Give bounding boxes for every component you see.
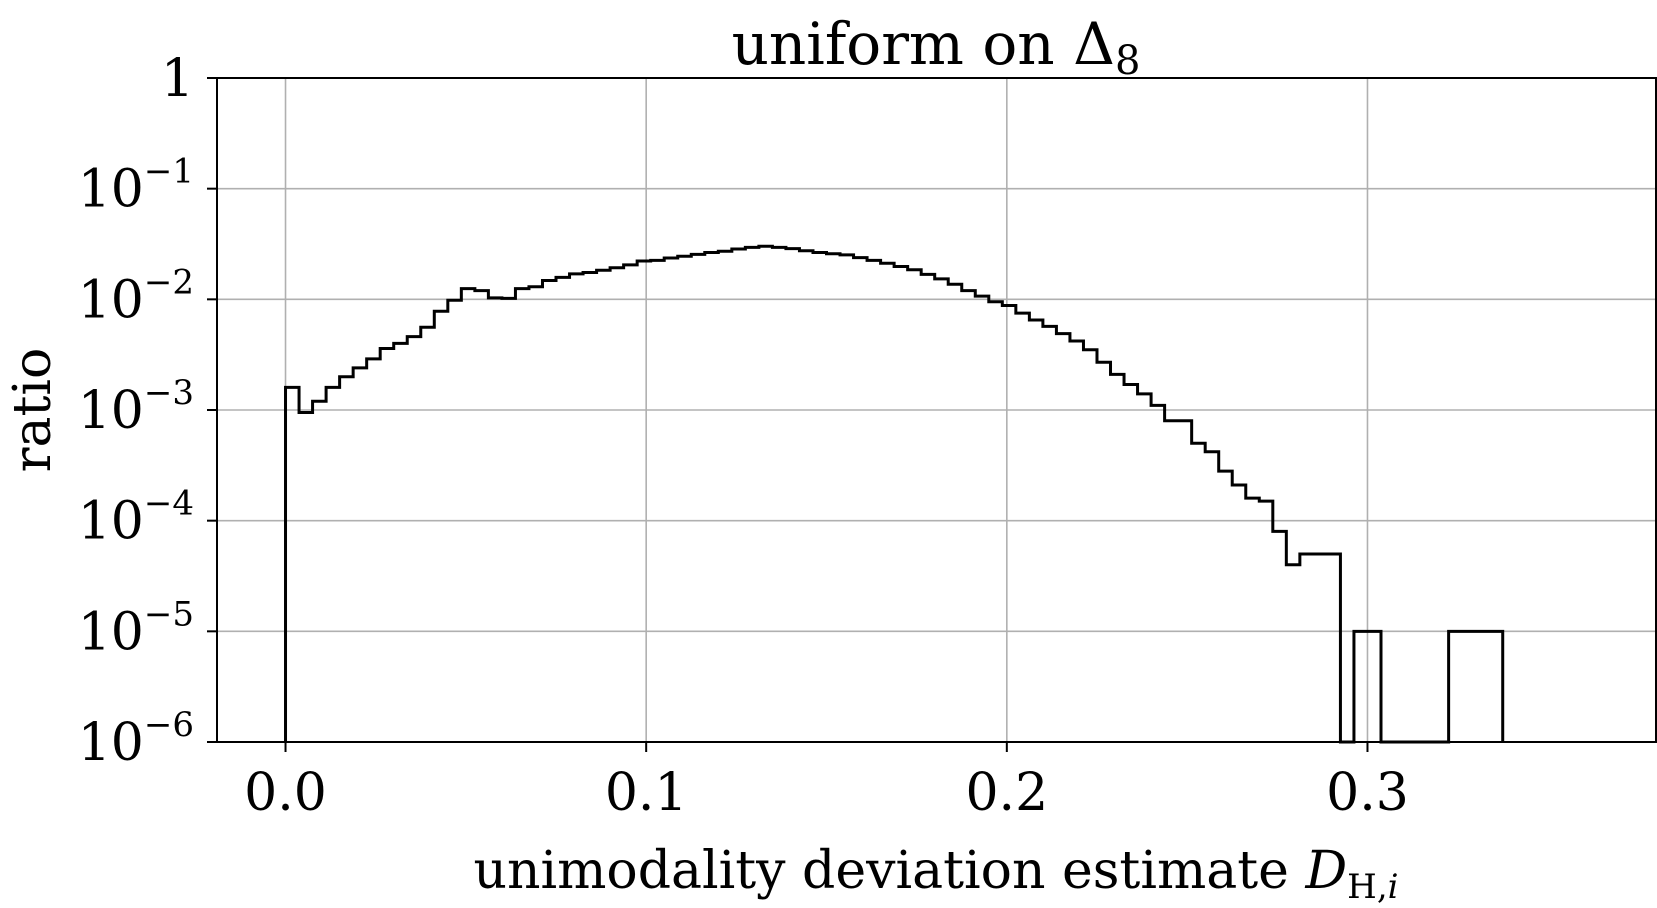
x-tick-label: 0.2 — [965, 763, 1048, 823]
x-tick-label: 0.1 — [605, 763, 688, 823]
y-tick-label: 10−2 — [78, 262, 194, 330]
x-axis: 0.0 0.1 0.2 0.3 — [244, 742, 1409, 823]
y-tick-label: 1 — [161, 49, 194, 109]
y-tick-label: 10−3 — [78, 373, 194, 441]
x-tick-label: 0.0 — [244, 763, 327, 823]
y-tick-label: 10−6 — [78, 705, 194, 773]
chart-title: uniform on Δ8 — [732, 10, 1141, 84]
histogram-series — [284, 244, 1505, 744]
x-tick-label: 0.3 — [1326, 763, 1409, 823]
grid — [217, 77, 1656, 743]
y-tick-label: 10−4 — [78, 484, 194, 552]
y-axis: 1 10−1 10−2 10−3 10−4 10−5 10−6 — [78, 49, 217, 773]
x-axis-label: unimodality deviation estimate DH,i — [473, 841, 1398, 907]
y-tick-label: 10−1 — [78, 152, 194, 220]
y-tick-label: 10−5 — [78, 594, 194, 662]
y-axis-label: ratio — [3, 348, 63, 473]
